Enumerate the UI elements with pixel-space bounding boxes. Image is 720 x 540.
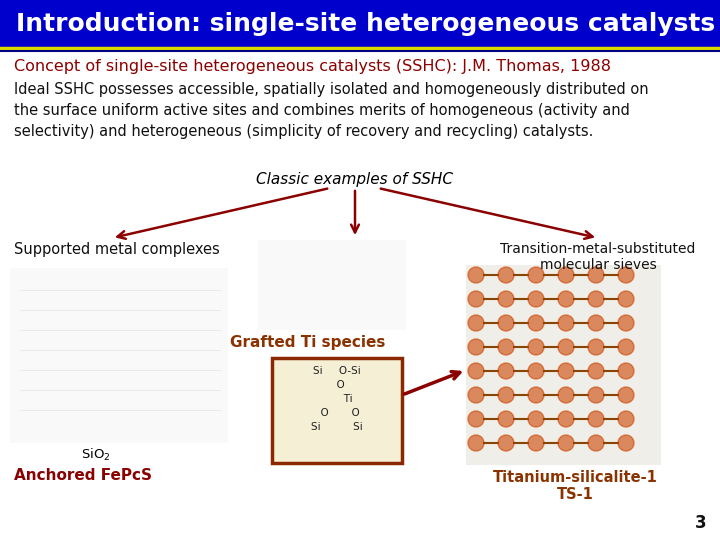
Circle shape [618, 339, 634, 355]
Circle shape [558, 291, 574, 307]
Bar [272, 358, 402, 463]
Circle shape [558, 387, 574, 403]
Circle shape [498, 267, 514, 283]
Circle shape [618, 435, 634, 451]
Circle shape [468, 363, 484, 379]
Circle shape [618, 315, 634, 331]
Circle shape [618, 267, 634, 283]
Circle shape [468, 267, 484, 283]
Text: Titanium-silicalite-1
TS-1: Titanium-silicalite-1 TS-1 [492, 470, 657, 502]
Circle shape [588, 267, 604, 283]
Circle shape [528, 435, 544, 451]
Circle shape [588, 339, 604, 355]
Circle shape [618, 363, 634, 379]
Circle shape [468, 435, 484, 451]
Circle shape [618, 411, 634, 427]
Circle shape [528, 291, 544, 307]
Text: 3: 3 [694, 514, 706, 532]
Circle shape [498, 387, 514, 403]
Text: Classic examples of SSHC: Classic examples of SSHC [256, 172, 454, 187]
Circle shape [468, 315, 484, 331]
Bar [466, 265, 661, 465]
Bar [258, 240, 406, 330]
Circle shape [588, 411, 604, 427]
Circle shape [498, 291, 514, 307]
Circle shape [588, 387, 604, 403]
Text: Introduction: single-site heterogeneous catalysts: Introduction: single-site heterogeneous … [16, 12, 715, 36]
Circle shape [558, 363, 574, 379]
Circle shape [528, 387, 544, 403]
Circle shape [498, 435, 514, 451]
Circle shape [588, 315, 604, 331]
Circle shape [618, 291, 634, 307]
Circle shape [558, 267, 574, 283]
Circle shape [468, 411, 484, 427]
Circle shape [468, 339, 484, 355]
Text: Si     O-Si
  O
       Ti
  O       O
Si          Si: Si O-Si O Ti O O Si Si [311, 366, 363, 432]
Circle shape [498, 411, 514, 427]
Circle shape [558, 411, 574, 427]
Text: SiO$_2$: SiO$_2$ [81, 447, 111, 463]
Text: Anchored FePcS: Anchored FePcS [14, 468, 152, 483]
Text: Ideal SSHC possesses accessible, spatially isolated and homogeneously distribute: Ideal SSHC possesses accessible, spatial… [14, 82, 649, 139]
Circle shape [528, 267, 544, 283]
Circle shape [618, 387, 634, 403]
Circle shape [588, 435, 604, 451]
Circle shape [588, 363, 604, 379]
Circle shape [498, 363, 514, 379]
Bar [0, 0, 720, 48]
Text: Transition-metal-substituted
molecular sieves: Transition-metal-substituted molecular s… [500, 242, 696, 272]
Circle shape [498, 315, 514, 331]
Circle shape [468, 387, 484, 403]
Text: Concept of single-site heterogeneous catalysts (SSHC): J.M. Thomas, 1988: Concept of single-site heterogeneous cat… [14, 59, 611, 74]
Circle shape [528, 339, 544, 355]
Text: Supported metal complexes: Supported metal complexes [14, 242, 220, 257]
Text: Grafted Ti species: Grafted Ti species [230, 335, 386, 350]
Bar [10, 268, 228, 443]
Circle shape [468, 291, 484, 307]
Circle shape [498, 339, 514, 355]
Circle shape [528, 411, 544, 427]
Circle shape [528, 315, 544, 331]
Circle shape [558, 339, 574, 355]
Circle shape [558, 315, 574, 331]
Circle shape [528, 363, 544, 379]
Circle shape [558, 435, 574, 451]
Circle shape [588, 291, 604, 307]
